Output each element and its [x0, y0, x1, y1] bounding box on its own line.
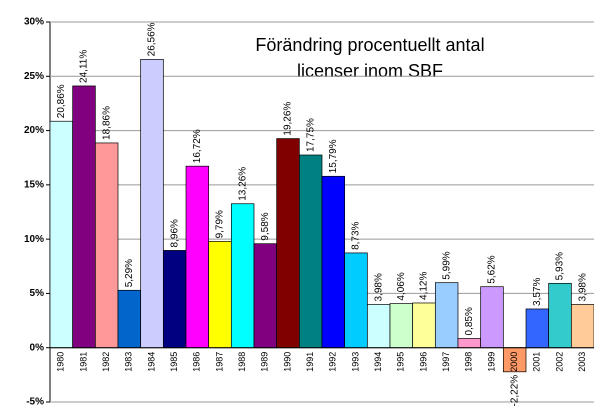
bar — [457, 338, 482, 349]
bar — [49, 120, 74, 349]
bar — [548, 282, 572, 349]
value-label: 4,12% — [419, 272, 430, 300]
bar — [412, 302, 436, 349]
x-tick-label: 1999 — [486, 352, 496, 372]
bar — [94, 142, 119, 349]
x-tick-label: 1989 — [260, 352, 270, 372]
x-tick-label: 1990 — [282, 352, 292, 372]
x-tick-label: 1998 — [464, 352, 474, 372]
value-label: 5,29% — [124, 259, 135, 287]
x-tick-label: 1986 — [192, 352, 202, 372]
bar — [480, 286, 504, 349]
value-label: 8,96% — [169, 219, 180, 247]
x-tick-label: 1985 — [169, 352, 179, 372]
value-label: -2,22% — [509, 375, 520, 407]
x-tick-label: 1984 — [146, 352, 156, 372]
x-tick-label: 2003 — [577, 352, 587, 372]
bar — [344, 252, 368, 349]
x-tick-label: 1981 — [78, 352, 88, 372]
x-tick-label: 1997 — [441, 352, 451, 372]
x-tick-label: 1987 — [214, 352, 224, 372]
value-label: 8,73% — [351, 221, 362, 249]
value-label: 26,56% — [147, 22, 158, 56]
value-label: 13,26% — [237, 167, 248, 201]
x-tick-label: 1983 — [124, 352, 134, 372]
value-label: 16,72% — [192, 129, 203, 163]
x-tick-label: 1993 — [350, 352, 360, 372]
bar — [276, 138, 300, 349]
y-tick-label: -5% — [26, 397, 44, 408]
x-tick-label: 2001 — [532, 352, 542, 372]
bar — [321, 175, 346, 349]
y-tick-label: 0% — [30, 342, 45, 353]
x-tick-label: 1991 — [305, 352, 315, 372]
value-label: 9,58% — [260, 212, 271, 240]
bar — [162, 250, 187, 349]
bar — [434, 282, 459, 349]
y-tick-label: 25% — [24, 71, 44, 82]
bar — [298, 154, 323, 349]
value-label: 24,11% — [79, 50, 90, 83]
bar — [185, 165, 210, 349]
bar — [389, 303, 414, 349]
x-tick-label: 1988 — [237, 352, 247, 372]
x-tick-label: 1982 — [101, 352, 111, 372]
value-label: 0,85% — [464, 307, 475, 335]
bar — [72, 85, 96, 349]
bar — [253, 243, 278, 349]
chart-title: licenser inom SBF — [297, 61, 443, 81]
y-tick-label: 15% — [24, 179, 44, 190]
bar — [117, 289, 142, 349]
y-tick-label: 10% — [24, 234, 44, 245]
value-label: 5,99% — [441, 251, 452, 279]
value-label: 3,98% — [373, 273, 384, 301]
bar — [570, 304, 594, 349]
value-label: 3,57% — [532, 277, 543, 305]
bar — [208, 241, 232, 349]
x-tick-label: 1980 — [56, 352, 66, 372]
value-label: 20,86% — [56, 84, 67, 118]
x-tick-label: 1992 — [328, 352, 338, 372]
value-label: 15,79% — [328, 139, 339, 173]
x-tick-label: 1996 — [418, 352, 428, 372]
bar — [366, 304, 391, 349]
value-label: 5,62% — [487, 255, 498, 283]
x-tick-label: 2000 — [509, 352, 519, 372]
value-label: 4,06% — [396, 272, 407, 300]
value-label: 19,26% — [283, 102, 294, 136]
x-tick-label: 1995 — [396, 352, 406, 372]
y-tick-label: 20% — [24, 125, 44, 136]
bar — [230, 203, 255, 349]
y-tick-label: 30% — [24, 17, 44, 28]
y-tick-label: 5% — [30, 288, 45, 299]
value-label: 9,79% — [215, 210, 226, 238]
chart-title: Förändring procentuellt antal — [255, 35, 484, 55]
value-label: 5,93% — [555, 252, 566, 280]
x-tick-label: 1994 — [373, 352, 383, 372]
bar — [525, 308, 550, 349]
value-label: 3,98% — [577, 273, 588, 301]
bar — [140, 58, 164, 349]
value-label: 17,75% — [305, 118, 316, 152]
value-label: 18,86% — [101, 106, 112, 140]
x-tick-label: 2002 — [554, 352, 564, 372]
